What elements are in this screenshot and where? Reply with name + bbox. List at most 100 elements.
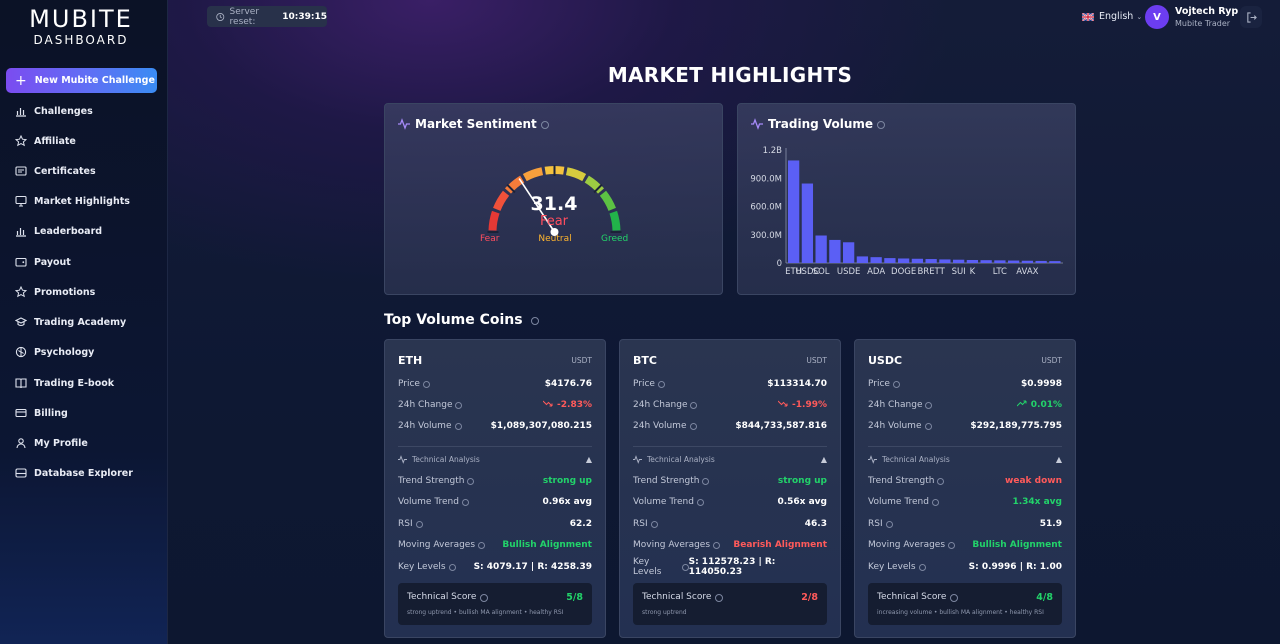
technical-analysis-header[interactable]: Technical Analysis ▲: [398, 455, 592, 464]
sidebar-item-market-highlights[interactable]: Market Highlights: [15, 193, 130, 209]
coin-card-btc[interactable]: BTC USDT Price $113314.70 24h Change -1.99% 24…: [619, 339, 841, 638]
info-icon[interactable]: [931, 498, 939, 506]
info-icon[interactable]: [690, 401, 698, 409]
info-icon[interactable]: [885, 520, 893, 528]
info-icon[interactable]: [478, 541, 486, 549]
sidebar-item-trading-e-book[interactable]: Trading E-book: [15, 375, 114, 391]
sidebar-item-database-explorer[interactable]: Database Explorer: [15, 465, 133, 481]
coin-card-eth[interactable]: ETH USDT Price $4176.76 24h Change -2.83% 24h …: [384, 339, 606, 638]
info-icon[interactable]: [937, 477, 945, 485]
info-icon[interactable]: [702, 477, 710, 485]
gauge-label-greed: Greed: [601, 234, 629, 244]
volume-bar[interactable]: [870, 257, 882, 263]
logout-button[interactable]: [1240, 6, 1262, 28]
x-tick-label: DOGE: [891, 267, 916, 277]
info-icon[interactable]: [650, 520, 658, 528]
collapse-icon[interactable]: ▲: [820, 455, 827, 464]
volume-bar[interactable]: [1008, 260, 1020, 263]
volume-row: 24h Volume $292,189,775.795: [868, 420, 1062, 432]
volume-bar[interactable]: [788, 160, 800, 263]
sidebar-item-psychology[interactable]: Psychology: [15, 344, 94, 360]
info-icon[interactable]: [696, 498, 704, 506]
price-label-text: Price: [868, 379, 890, 389]
info-icon[interactable]: [950, 594, 959, 602]
volume-bar[interactable]: [1035, 260, 1047, 263]
moving-averages-value-text: Bullish Alignment: [972, 540, 1062, 550]
info-icon[interactable]: [455, 401, 463, 409]
language-selector[interactable]: English ⌄: [1082, 11, 1142, 22]
moving-averages-label-text: Moving Averages: [868, 540, 946, 550]
sidebar-item-my-profile[interactable]: My Profile: [15, 435, 88, 451]
collapse-icon[interactable]: ▲: [1055, 455, 1062, 464]
info-icon[interactable]: [681, 563, 689, 571]
divider: [868, 446, 1062, 447]
technical-analysis-header[interactable]: Technical Analysis ▲: [868, 455, 1062, 464]
info-icon[interactable]: [713, 541, 721, 549]
sidebar-item-promotions[interactable]: Promotions: [15, 284, 95, 300]
info-icon[interactable]: [918, 563, 926, 571]
volume-bar[interactable]: [1021, 260, 1034, 263]
volume-bar[interactable]: [939, 259, 951, 263]
volume-bar[interactable]: [815, 235, 827, 263]
page-title: MARKET HIGHLIGHTS: [607, 63, 853, 87]
volume-bar[interactable]: [843, 242, 855, 263]
info-icon[interactable]: [531, 317, 540, 325]
info-icon[interactable]: [467, 477, 475, 485]
collapse-icon[interactable]: ▲: [585, 455, 592, 464]
info-icon[interactable]: [715, 594, 724, 602]
trend-strength-label: Trend Strength: [868, 476, 945, 486]
info-icon[interactable]: [415, 520, 423, 528]
change-value-text: -2.83%: [557, 400, 592, 410]
volume-bar[interactable]: [801, 183, 814, 263]
monitor-icon: [15, 195, 27, 207]
volume-bar[interactable]: [884, 258, 896, 263]
sidebar-item-payout[interactable]: Payout: [15, 254, 71, 270]
volume-bar[interactable]: [829, 239, 841, 263]
volume-bar[interactable]: [953, 259, 965, 263]
info-icon[interactable]: [877, 121, 886, 129]
logo[interactable]: MUBITE DASHBOARD: [0, 6, 162, 47]
info-icon[interactable]: [448, 563, 456, 571]
technical-score-label: Technical Score: [877, 592, 959, 602]
price-label: Price: [868, 379, 900, 389]
info-icon[interactable]: [657, 380, 665, 388]
volume-bar[interactable]: [911, 258, 924, 263]
volume-bar[interactable]: [925, 259, 937, 263]
coin-symbol: USDC: [868, 354, 903, 367]
volume-bar[interactable]: [1049, 261, 1061, 263]
sidebar-item-label: Billing: [34, 407, 68, 419]
info-icon[interactable]: [948, 541, 956, 549]
volume-bar[interactable]: [994, 260, 1006, 263]
trend-strength-row: Trend Strength strong up: [398, 475, 592, 487]
volume-bar[interactable]: [980, 260, 992, 263]
info-icon[interactable]: [461, 498, 469, 506]
technical-analysis-header[interactable]: Technical Analysis ▲: [633, 455, 827, 464]
volume-bar[interactable]: [898, 258, 910, 263]
info-icon[interactable]: [422, 380, 430, 388]
gauge-segment: [488, 210, 500, 231]
price-row: Price $0.9998: [868, 378, 1062, 390]
sidebar-item-trading-academy[interactable]: Trading Academy: [15, 314, 126, 330]
info-icon[interactable]: [892, 380, 900, 388]
volume-bar[interactable]: [966, 259, 979, 263]
volume-trend-value-text: 0.56x avg: [777, 497, 827, 507]
avatar[interactable]: V: [1145, 5, 1169, 29]
volume-bar[interactable]: [856, 256, 869, 263]
info-icon[interactable]: [924, 422, 932, 430]
change-value: -1.99%: [777, 400, 827, 410]
info-icon[interactable]: [454, 422, 462, 430]
moving-averages-value-text: Bullish Alignment: [502, 540, 592, 550]
coin-card-usdc[interactable]: USDC USDT Price $0.9998 24h Change 0.01% 24h V…: [854, 339, 1076, 638]
sidebar-item-leaderboard[interactable]: Leaderboard: [15, 223, 102, 239]
new-challenge-button[interactable]: + New Mubite Challenge: [6, 68, 157, 93]
info-icon[interactable]: [540, 121, 549, 129]
sidebar-item-affiliate[interactable]: Affiliate: [15, 133, 76, 149]
sidebar-item-challenges[interactable]: Challenges: [15, 103, 93, 119]
info-icon[interactable]: [480, 594, 489, 602]
sidebar-item-certificates[interactable]: Certificates: [15, 163, 96, 179]
sidebar-item-billing[interactable]: Billing: [15, 405, 68, 421]
info-icon[interactable]: [689, 422, 697, 430]
market-sentiment-card: Market Sentiment 31.4 Fear Fear Neutral …: [384, 103, 723, 295]
change-row: 24h Change -2.83%: [398, 399, 592, 411]
info-icon[interactable]: [925, 401, 933, 409]
